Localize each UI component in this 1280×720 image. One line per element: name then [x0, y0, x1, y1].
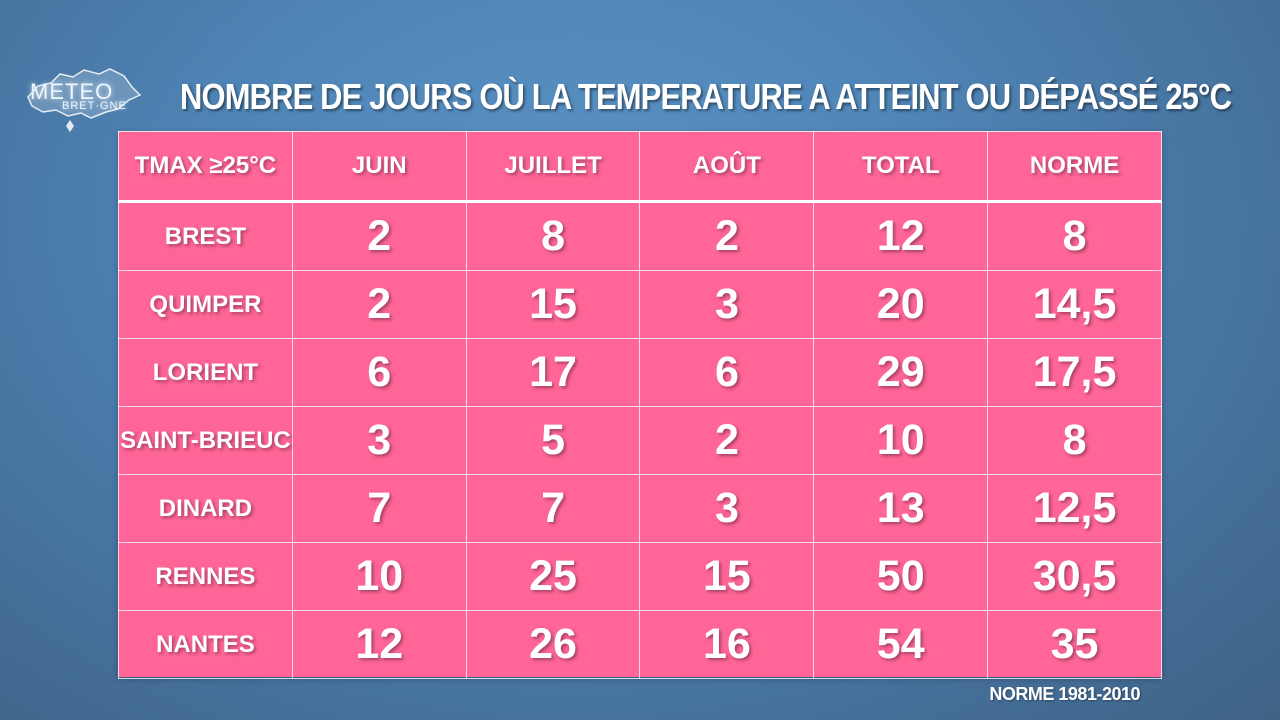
meteo-bretagne-logo	[18, 52, 146, 142]
header-aout: AOÛT	[639, 131, 815, 203]
juin-cell: 7	[291, 474, 467, 543]
table-row: NANTES 12 26 16 54 35	[118, 610, 1162, 679]
logo-text-bretagne: BRET·GNE	[62, 100, 127, 112]
aout-cell: 2	[639, 406, 815, 475]
city-cell: LORIENT	[118, 338, 293, 407]
juin-cell: 10	[291, 542, 467, 611]
page-title: NOMBRE DE JOURS OÙ LA TEMPERATURE A ATTE…	[180, 76, 1232, 117]
table-row: QUIMPER 2 15 3 20 14,5	[118, 270, 1162, 339]
header-juillet: JUILLET	[465, 131, 641, 203]
table-row: LORIENT 6 17 6 29 17,5	[118, 338, 1162, 407]
total-cell: 12	[813, 201, 989, 271]
table-row: DINARD 7 7 3 13 12,5	[118, 474, 1162, 543]
table-row: SAINT-BRIEUC 3 5 2 10 8	[118, 406, 1162, 475]
total-cell: 10	[813, 406, 989, 475]
city-cell: QUIMPER	[118, 270, 293, 339]
norme-cell: 30,5	[987, 542, 1162, 611]
juin-cell: 2	[291, 270, 467, 339]
juin-cell: 3	[291, 406, 467, 475]
aout-cell: 15	[639, 542, 815, 611]
city-cell: RENNES	[118, 542, 293, 611]
city-cell: NANTES	[118, 610, 293, 679]
temperature-days-table: TMAX ≥25°C JUIN JUILLET AOÛT TOTAL NORME…	[118, 131, 1162, 679]
bretagne-map-icon	[27, 68, 142, 132]
norme-cell: 8	[987, 406, 1162, 475]
temperature-table-container: TMAX ≥25°C JUIN JUILLET AOÛT TOTAL NORME…	[118, 131, 1162, 679]
aout-cell: 16	[639, 610, 815, 679]
juillet-cell: 15	[465, 270, 641, 339]
juin-cell: 6	[291, 338, 467, 407]
juin-cell: 2	[291, 201, 467, 271]
juillet-cell: 8	[465, 201, 641, 271]
total-cell: 20	[813, 270, 989, 339]
table-header-row: TMAX ≥25°C JUIN JUILLET AOÛT TOTAL NORME	[118, 131, 1162, 203]
aout-cell: 3	[639, 270, 815, 339]
norme-cell: 14,5	[987, 270, 1162, 339]
aout-cell: 2	[639, 201, 815, 271]
header-tmax: TMAX ≥25°C	[118, 131, 293, 203]
juillet-cell: 7	[465, 474, 641, 543]
norme-cell: 17,5	[987, 338, 1162, 407]
total-cell: 50	[813, 542, 989, 611]
table-row: RENNES 10 25 15 50 30,5	[118, 542, 1162, 611]
header-norme: NORME	[987, 131, 1162, 203]
juillet-cell: 25	[465, 542, 641, 611]
header-juin: JUIN	[291, 131, 467, 203]
juillet-cell: 26	[465, 610, 641, 679]
juillet-cell: 5	[465, 406, 641, 475]
aout-cell: 3	[639, 474, 815, 543]
norme-cell: 8	[987, 201, 1162, 271]
city-cell: SAINT-BRIEUC	[118, 406, 293, 475]
juin-cell: 12	[291, 610, 467, 679]
city-cell: BREST	[118, 201, 293, 271]
total-cell: 54	[813, 610, 989, 679]
header-total: TOTAL	[813, 131, 989, 203]
norme-cell: 35	[987, 610, 1162, 679]
norme-period-note: NORME 1981-2010	[989, 684, 1140, 704]
norme-cell: 12,5	[987, 474, 1162, 543]
total-cell: 29	[813, 338, 989, 407]
total-cell: 13	[813, 474, 989, 543]
juillet-cell: 17	[465, 338, 641, 407]
aout-cell: 6	[639, 338, 815, 407]
table-row: BREST 2 8 2 12 8	[118, 201, 1162, 271]
logo-text-meteo: METEO	[30, 79, 114, 104]
city-cell: DINARD	[118, 474, 293, 543]
